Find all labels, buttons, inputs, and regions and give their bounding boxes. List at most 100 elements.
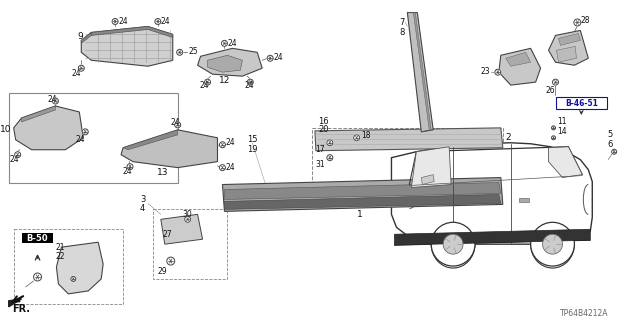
Circle shape <box>327 155 333 161</box>
Circle shape <box>220 142 225 148</box>
Text: 2: 2 <box>506 133 511 142</box>
Circle shape <box>443 234 463 254</box>
Circle shape <box>52 98 58 104</box>
Text: 24: 24 <box>10 155 19 164</box>
Bar <box>22 233 54 243</box>
Polygon shape <box>559 33 580 45</box>
Circle shape <box>155 19 161 24</box>
Polygon shape <box>161 214 203 244</box>
Polygon shape <box>56 242 103 294</box>
Text: 11: 11 <box>557 117 567 126</box>
Text: 24: 24 <box>244 81 254 90</box>
Polygon shape <box>121 130 218 168</box>
Circle shape <box>223 59 232 69</box>
Text: 27: 27 <box>163 230 172 239</box>
Circle shape <box>71 276 76 282</box>
Text: 22: 22 <box>56 252 65 260</box>
Text: FR.: FR. <box>12 304 29 314</box>
Text: 24: 24 <box>225 163 235 172</box>
Circle shape <box>40 132 47 138</box>
Circle shape <box>205 79 211 85</box>
Polygon shape <box>9 299 22 307</box>
Text: 21: 21 <box>56 243 65 252</box>
Circle shape <box>177 49 182 55</box>
Circle shape <box>15 152 20 158</box>
Text: 24: 24 <box>227 39 237 48</box>
Polygon shape <box>225 195 501 209</box>
Text: 10: 10 <box>0 125 12 134</box>
Polygon shape <box>408 12 431 132</box>
Text: 6: 6 <box>607 140 612 149</box>
Bar <box>312 128 503 205</box>
Polygon shape <box>207 55 243 72</box>
Polygon shape <box>506 52 531 66</box>
Bar <box>9 93 178 182</box>
Circle shape <box>354 135 360 141</box>
Polygon shape <box>392 143 592 244</box>
Text: 12: 12 <box>219 76 230 85</box>
Circle shape <box>220 165 225 171</box>
Text: 24: 24 <box>200 81 209 90</box>
Polygon shape <box>123 130 178 150</box>
Text: 24: 24 <box>171 118 180 127</box>
Circle shape <box>167 257 175 265</box>
Circle shape <box>112 19 118 24</box>
Text: 7: 7 <box>399 18 404 27</box>
Circle shape <box>552 136 556 140</box>
Circle shape <box>495 69 501 75</box>
FancyBboxPatch shape <box>556 97 607 109</box>
Text: B-46-51: B-46-51 <box>565 99 598 108</box>
Text: 31: 31 <box>316 160 325 169</box>
Polygon shape <box>13 106 83 150</box>
Text: 1: 1 <box>356 210 362 219</box>
Circle shape <box>162 144 173 156</box>
Circle shape <box>431 222 475 266</box>
Circle shape <box>247 79 253 85</box>
Polygon shape <box>557 46 577 62</box>
Circle shape <box>531 222 574 266</box>
Text: TP64B4212A: TP64B4212A <box>561 309 609 318</box>
Bar <box>518 198 529 203</box>
Circle shape <box>31 122 36 128</box>
Circle shape <box>78 65 84 71</box>
Text: 3: 3 <box>140 195 145 204</box>
Text: 17: 17 <box>316 145 325 154</box>
Circle shape <box>83 129 88 135</box>
Polygon shape <box>225 182 501 199</box>
Polygon shape <box>412 147 451 188</box>
Polygon shape <box>81 32 92 43</box>
Text: 5: 5 <box>607 130 612 139</box>
Text: 15: 15 <box>247 135 258 144</box>
Circle shape <box>543 234 563 254</box>
Text: 24: 24 <box>122 167 132 176</box>
Polygon shape <box>421 175 434 185</box>
Circle shape <box>127 164 133 170</box>
Text: 9: 9 <box>77 32 83 41</box>
Circle shape <box>552 126 556 130</box>
Circle shape <box>552 79 559 85</box>
Text: 26: 26 <box>546 85 556 95</box>
Polygon shape <box>92 27 173 37</box>
Polygon shape <box>548 30 588 65</box>
Text: 24: 24 <box>225 138 235 147</box>
Text: 24: 24 <box>76 135 85 144</box>
Text: 8: 8 <box>399 28 404 37</box>
Circle shape <box>185 216 191 222</box>
Text: B-50: B-50 <box>27 234 49 243</box>
Polygon shape <box>198 48 262 76</box>
Circle shape <box>612 149 616 154</box>
Text: 16: 16 <box>318 117 328 126</box>
Bar <box>153 209 227 279</box>
Text: 24: 24 <box>47 94 57 104</box>
Polygon shape <box>315 128 503 151</box>
Circle shape <box>175 122 180 128</box>
Text: 18: 18 <box>362 131 371 140</box>
Bar <box>463 199 473 204</box>
Text: 25: 25 <box>189 47 198 56</box>
Circle shape <box>267 55 273 61</box>
Circle shape <box>33 273 42 281</box>
Circle shape <box>56 137 61 143</box>
Circle shape <box>56 125 61 131</box>
Polygon shape <box>22 106 56 122</box>
Polygon shape <box>394 229 590 245</box>
